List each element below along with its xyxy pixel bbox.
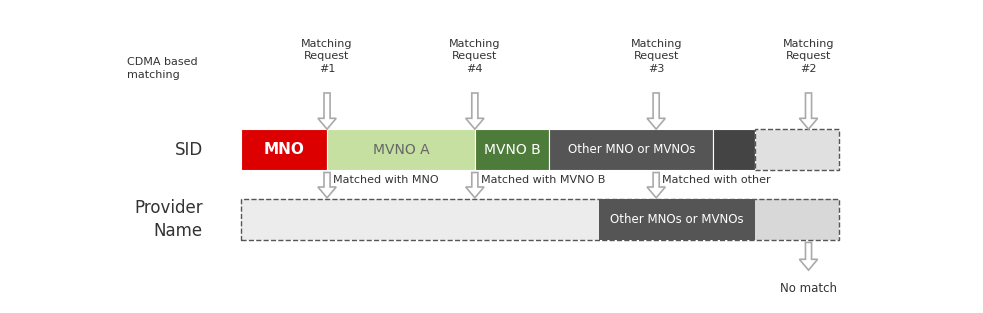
Bar bbox=[549, 129, 714, 170]
Bar bbox=[755, 199, 838, 240]
Text: Matched with MVNO B: Matched with MVNO B bbox=[481, 175, 606, 185]
Text: Other MNO or MVNOs: Other MNO or MVNOs bbox=[567, 143, 695, 156]
Text: Matching
Request
#1: Matching Request #1 bbox=[302, 39, 353, 74]
Bar bbox=[241, 199, 599, 240]
PathPatch shape bbox=[647, 93, 665, 129]
Bar bbox=[475, 129, 549, 170]
Bar bbox=[599, 199, 755, 240]
Bar bbox=[755, 129, 838, 170]
PathPatch shape bbox=[318, 93, 336, 129]
PathPatch shape bbox=[466, 172, 484, 198]
Text: Matching
Request
#4: Matching Request #4 bbox=[449, 39, 500, 74]
PathPatch shape bbox=[318, 172, 336, 198]
Text: Provider
Name: Provider Name bbox=[135, 199, 202, 240]
Text: MVNO A: MVNO A bbox=[373, 143, 430, 156]
Text: Other MNOs or MVNOs: Other MNOs or MVNOs bbox=[610, 213, 744, 226]
Text: SID: SID bbox=[175, 141, 202, 159]
PathPatch shape bbox=[799, 93, 818, 129]
Bar bbox=[241, 129, 327, 170]
Bar bbox=[755, 129, 838, 170]
Bar bbox=[714, 129, 755, 170]
Text: Matching
Request
#2: Matching Request #2 bbox=[782, 39, 835, 74]
Text: Matched with MNO: Matched with MNO bbox=[333, 175, 438, 185]
PathPatch shape bbox=[799, 243, 818, 270]
Text: MNO: MNO bbox=[263, 142, 305, 157]
Text: Matching
Request
#3: Matching Request #3 bbox=[630, 39, 682, 74]
Text: CDMA based
matching: CDMA based matching bbox=[127, 57, 198, 80]
PathPatch shape bbox=[647, 172, 665, 198]
Text: Matched with other: Matched with other bbox=[663, 175, 771, 185]
Bar bbox=[241, 199, 839, 240]
PathPatch shape bbox=[466, 93, 484, 129]
Text: MVNO B: MVNO B bbox=[484, 143, 541, 156]
Text: No match: No match bbox=[781, 282, 837, 295]
Bar bbox=[327, 129, 475, 170]
